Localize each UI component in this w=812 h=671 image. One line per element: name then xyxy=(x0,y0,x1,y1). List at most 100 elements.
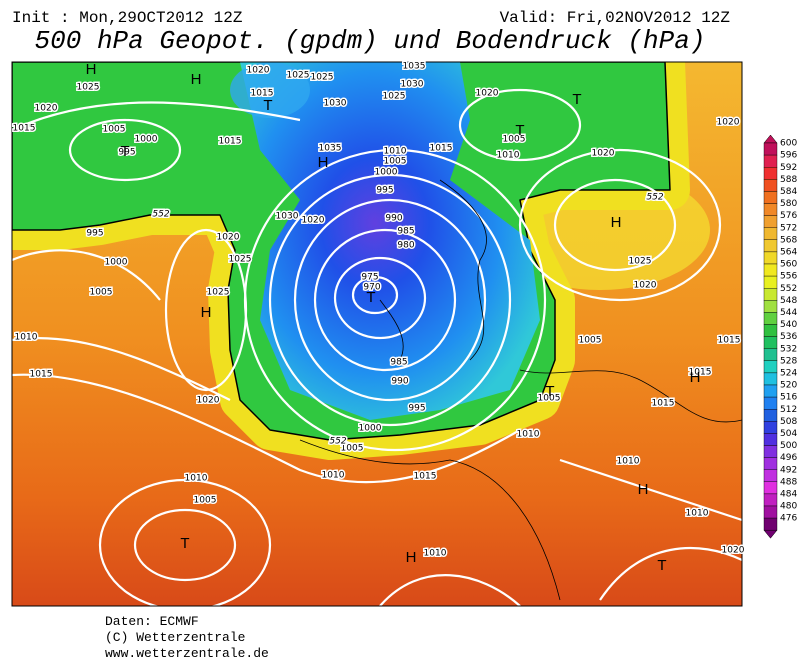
isobar-label: 1010 xyxy=(15,333,38,343)
colorbar-label: 600 xyxy=(780,139,797,149)
contour-label: 552 xyxy=(329,437,346,447)
colorbar-swatch xyxy=(763,348,778,362)
isobar-label: 1020 xyxy=(302,216,325,226)
isobar-label: 970 xyxy=(363,283,380,293)
isobar-label: 1020 xyxy=(247,66,270,76)
colorbar-label: 560 xyxy=(780,260,797,270)
isobar-label: 1020 xyxy=(197,396,220,406)
isobar-label: 1015 xyxy=(718,336,741,346)
isobar-label: 1020 xyxy=(476,89,499,99)
colorbar-swatch xyxy=(763,300,778,313)
colorbar-swatch xyxy=(763,409,778,422)
isobar-label: 1025 xyxy=(383,92,406,102)
isobar-label: 1030 xyxy=(324,99,347,109)
footer-line: www.wetterzentrale.de xyxy=(105,646,269,661)
colorbar-cap xyxy=(763,529,778,539)
pressure-center: H xyxy=(611,214,622,231)
colorbar-label: 564 xyxy=(780,247,797,257)
footer: Daten: ECMWF(C) Wetterzentralewww.wetter… xyxy=(105,614,269,661)
isobar-label: 1020 xyxy=(717,118,740,128)
isobar-label: 1020 xyxy=(217,233,240,243)
colorbar-label: 484 xyxy=(780,489,797,499)
colorbar-label: 596 xyxy=(780,151,797,161)
isobar-label: 1010 xyxy=(424,549,447,559)
contour-label: 552 xyxy=(646,193,663,203)
colorbar-swatch xyxy=(763,360,778,374)
colorbar-label: 556 xyxy=(780,272,797,282)
isobar-label: 1010 xyxy=(322,471,345,481)
colorbar-label: 580 xyxy=(780,199,797,209)
colorbar-label: 480 xyxy=(780,502,797,512)
map-frame xyxy=(11,61,743,607)
contour-label: 552 xyxy=(152,210,169,220)
footer-line: Daten: ECMWF xyxy=(105,614,199,629)
colorbar-label: 496 xyxy=(780,453,797,463)
colorbar-label: 576 xyxy=(780,211,797,221)
colorbar-label: 508 xyxy=(780,417,797,427)
colorbar-swatch xyxy=(763,324,778,337)
pressure-center: T xyxy=(180,535,189,552)
isobar-label: 1025 xyxy=(207,288,230,298)
map-title: 500 hPa Geopot. (gpdm) und Bodendruck (h… xyxy=(35,26,706,56)
colorbar-swatch xyxy=(763,203,778,216)
colorbar-label: 584 xyxy=(780,187,797,197)
pressure-center: T xyxy=(263,97,272,114)
valid-time: Valid: Fri,02NOV2012 12Z xyxy=(500,9,731,27)
isobar-label: 1020 xyxy=(592,149,615,159)
isobar-label: 1020 xyxy=(722,546,745,556)
isobar-label: 1015 xyxy=(30,370,53,380)
colorbar-label: 548 xyxy=(780,296,797,306)
isobar-label: 1025 xyxy=(629,257,652,267)
colorbar-swatch xyxy=(763,493,778,507)
colorbar-swatch xyxy=(763,433,778,446)
isobar-label: 1010 xyxy=(686,509,709,519)
colorbar-label: 520 xyxy=(780,381,797,391)
pressure-center: T xyxy=(572,91,581,108)
colorbar-swatch xyxy=(763,469,778,483)
isobar-label: 1025 xyxy=(311,73,334,83)
pressure-center: T xyxy=(545,383,554,400)
colorbar-swatch xyxy=(763,142,778,156)
colorbar-label: 516 xyxy=(780,393,797,403)
isobar-label: 1035 xyxy=(319,144,342,154)
isobar-label: 990 xyxy=(391,377,408,387)
isobar-label: 1020 xyxy=(35,104,58,114)
isobar-label: 1025 xyxy=(77,83,100,93)
colorbar-label: 544 xyxy=(780,308,797,318)
colorbar-label: 512 xyxy=(780,405,797,415)
pressure-center: H xyxy=(406,549,417,566)
colorbar-swatch xyxy=(763,517,778,531)
colorbar-swatch xyxy=(763,505,778,519)
colorbar-swatch xyxy=(763,372,778,386)
colorbar-label: 540 xyxy=(780,320,797,330)
isobar-label: 995 xyxy=(86,229,103,239)
colorbar-label: 524 xyxy=(780,368,797,378)
isobar-label: 1025 xyxy=(287,71,310,81)
colorbar-swatch xyxy=(763,191,778,204)
colorbar-cap xyxy=(763,134,778,144)
isobar-label: 1010 xyxy=(617,457,640,467)
isobar-label: 995 xyxy=(118,148,135,158)
isobar-label: 1005 xyxy=(503,135,526,145)
colorbar-swatch xyxy=(763,421,778,434)
pressure-center: H xyxy=(86,61,97,78)
footer-line: (C) Wetterzentrale xyxy=(105,630,245,645)
colorbar-swatch xyxy=(763,457,778,470)
colorbar-label: 588 xyxy=(780,175,797,185)
colorbar-swatch xyxy=(763,396,778,410)
pressure-center: H xyxy=(318,154,329,171)
colorbar-swatch xyxy=(763,251,778,265)
isobar-label: 1015 xyxy=(430,144,453,154)
isobar-label: 1015 xyxy=(689,368,712,378)
colorbar-swatch xyxy=(763,288,778,301)
pressure-center: H xyxy=(201,304,212,321)
colorbar-label: 504 xyxy=(780,429,797,439)
isobar-label: 975 xyxy=(361,273,378,283)
isobar-label: 1030 xyxy=(401,80,424,90)
colorbar-label: 572 xyxy=(780,223,797,233)
isobar-label: 1005 xyxy=(579,336,602,346)
colorbar-label: 532 xyxy=(780,344,797,354)
pressure-center: H xyxy=(191,71,202,88)
colorbar-swatch xyxy=(763,179,778,192)
